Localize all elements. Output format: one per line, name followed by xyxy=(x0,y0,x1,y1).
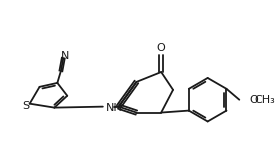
Text: N: N xyxy=(61,51,69,61)
Text: NH: NH xyxy=(106,103,122,113)
Text: CH₃: CH₃ xyxy=(254,95,275,105)
Text: O: O xyxy=(249,95,258,105)
Text: S: S xyxy=(22,101,29,111)
Text: O: O xyxy=(157,43,165,53)
